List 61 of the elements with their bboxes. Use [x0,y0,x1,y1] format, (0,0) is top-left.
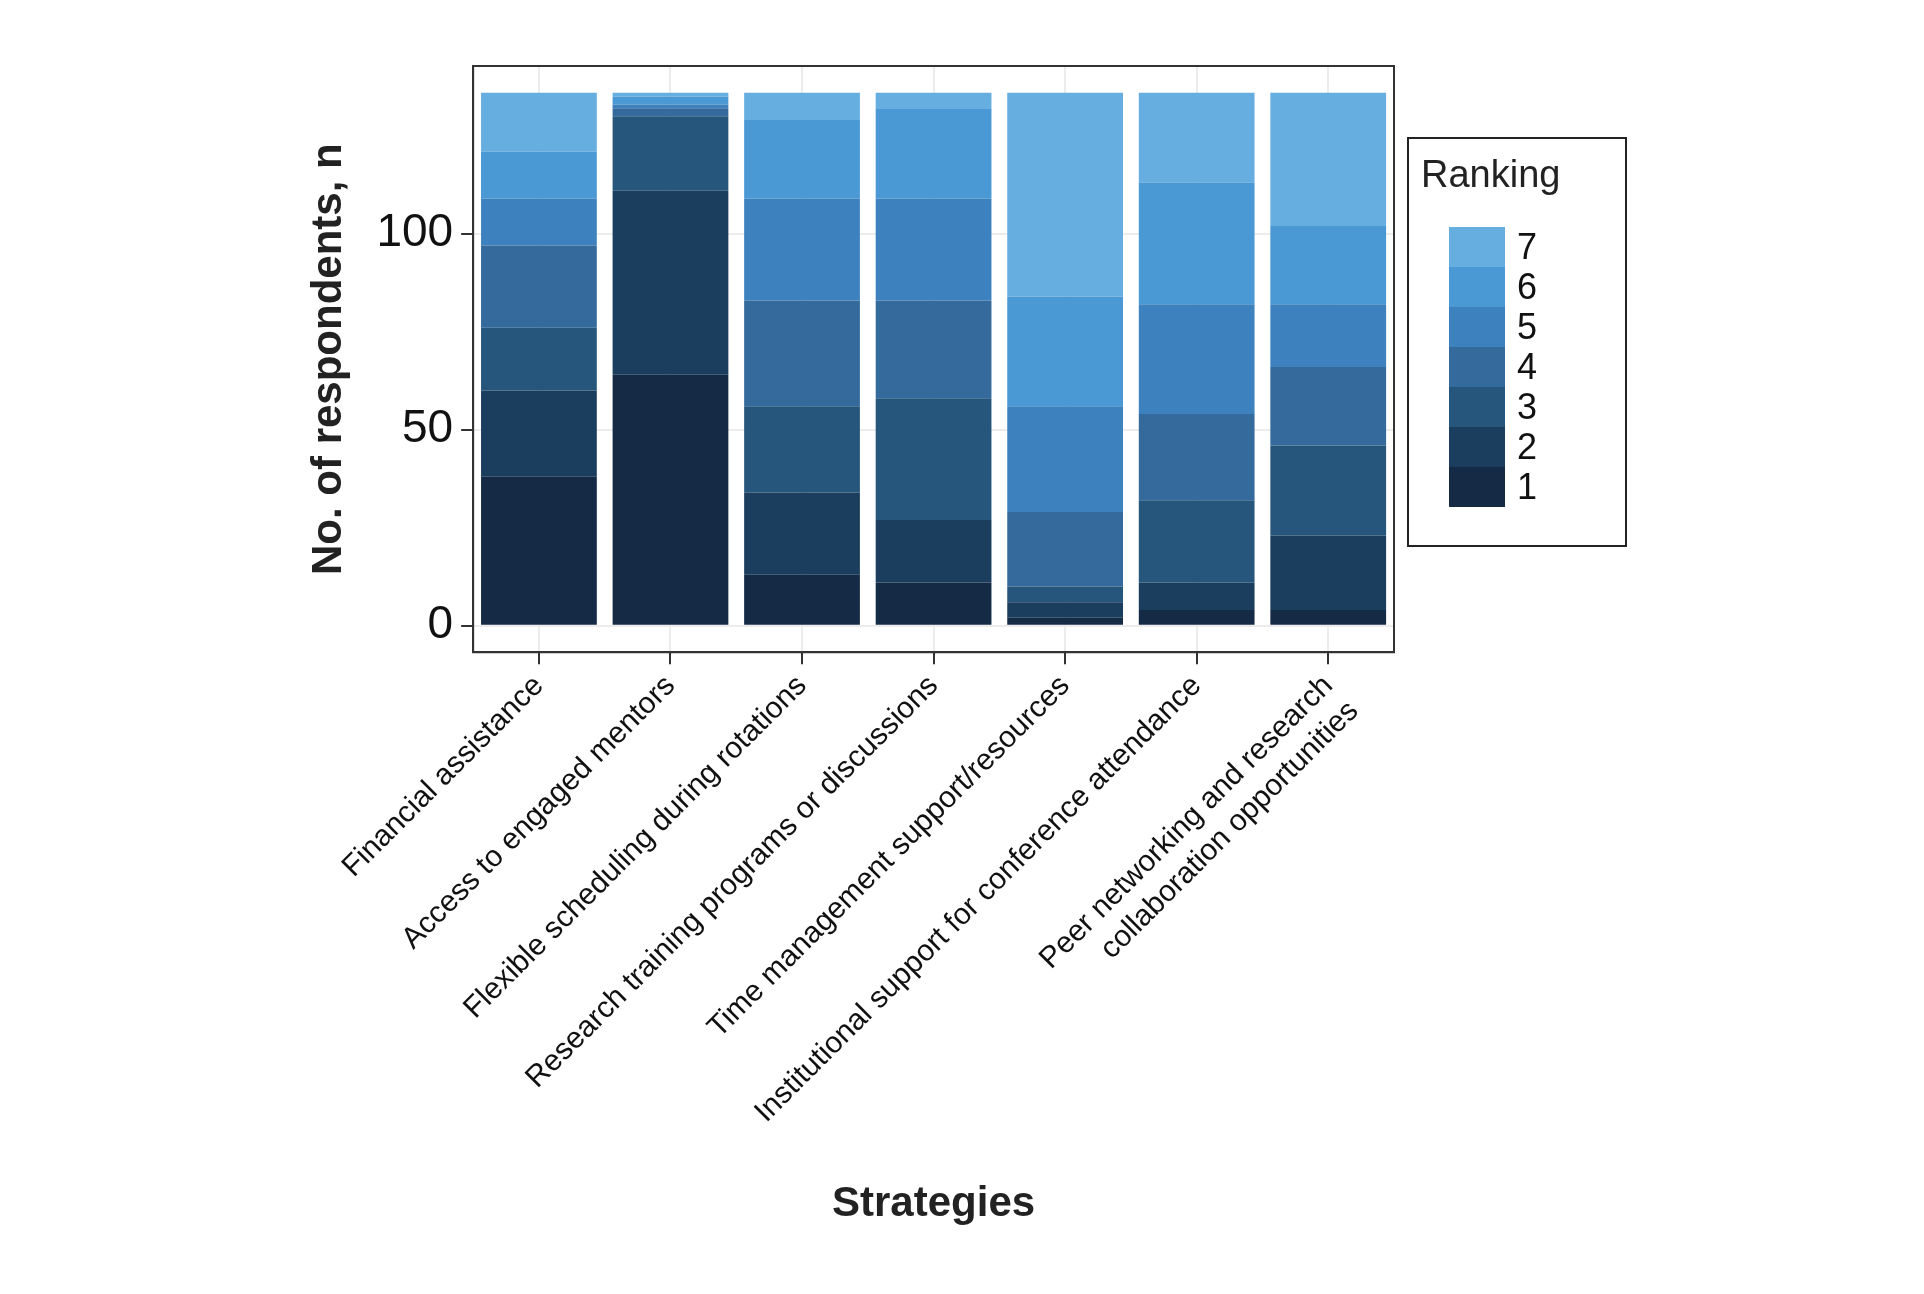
bar [744,574,860,625]
bar [1007,406,1124,513]
bar [481,92,597,152]
bar [1138,610,1255,625]
bar [875,108,992,199]
bar [612,108,729,117]
legend-label: 5 [1517,306,1538,347]
bar [1007,586,1124,603]
bar [481,198,597,246]
bar [481,151,597,199]
bar [1138,304,1255,415]
bar [875,92,992,109]
bar [481,476,597,625]
bar [612,104,729,109]
bar [1270,304,1387,368]
bar [612,190,729,375]
bar [481,390,597,477]
bar [1007,617,1124,625]
bar [1138,92,1255,183]
bar [1138,500,1255,583]
bar [1138,414,1255,501]
bar [875,300,992,399]
bar [875,582,992,625]
legend-label: 7 [1517,226,1538,267]
bar [481,327,597,391]
bar [1007,602,1124,618]
legend-label: 6 [1517,266,1538,307]
bar [744,406,860,493]
bar [1270,610,1387,625]
bar [1270,445,1387,536]
bar [1007,92,1124,297]
bar [875,519,992,583]
legend-label: 4 [1517,346,1538,387]
x-axis-title: Strategies [832,1178,1036,1226]
bar [1270,92,1387,226]
bar [1270,535,1387,611]
bar [875,198,992,301]
y-tick-label: 50 [401,400,454,453]
bar [1007,296,1124,407]
bar [744,92,860,121]
legend-title: Ranking [1421,153,1561,196]
bar [612,374,729,625]
y-axis-title: No. of respondents, n [302,143,350,576]
bar [1270,225,1387,305]
bar [744,300,860,407]
bar [744,120,860,199]
bar [1138,582,1255,611]
bar [744,492,860,575]
bar [875,398,992,520]
bar [612,92,729,97]
bar [612,116,729,191]
legend-label: 3 [1517,386,1538,427]
legend-label: 1 [1517,466,1538,507]
bar [1270,367,1387,446]
bar [1007,512,1124,587]
y-tick-label: 0 [427,596,454,649]
legend-label: 2 [1517,426,1538,467]
y-tick-label: 100 [376,204,454,257]
bar [744,198,860,301]
bar [481,245,597,328]
bar [1138,182,1255,305]
